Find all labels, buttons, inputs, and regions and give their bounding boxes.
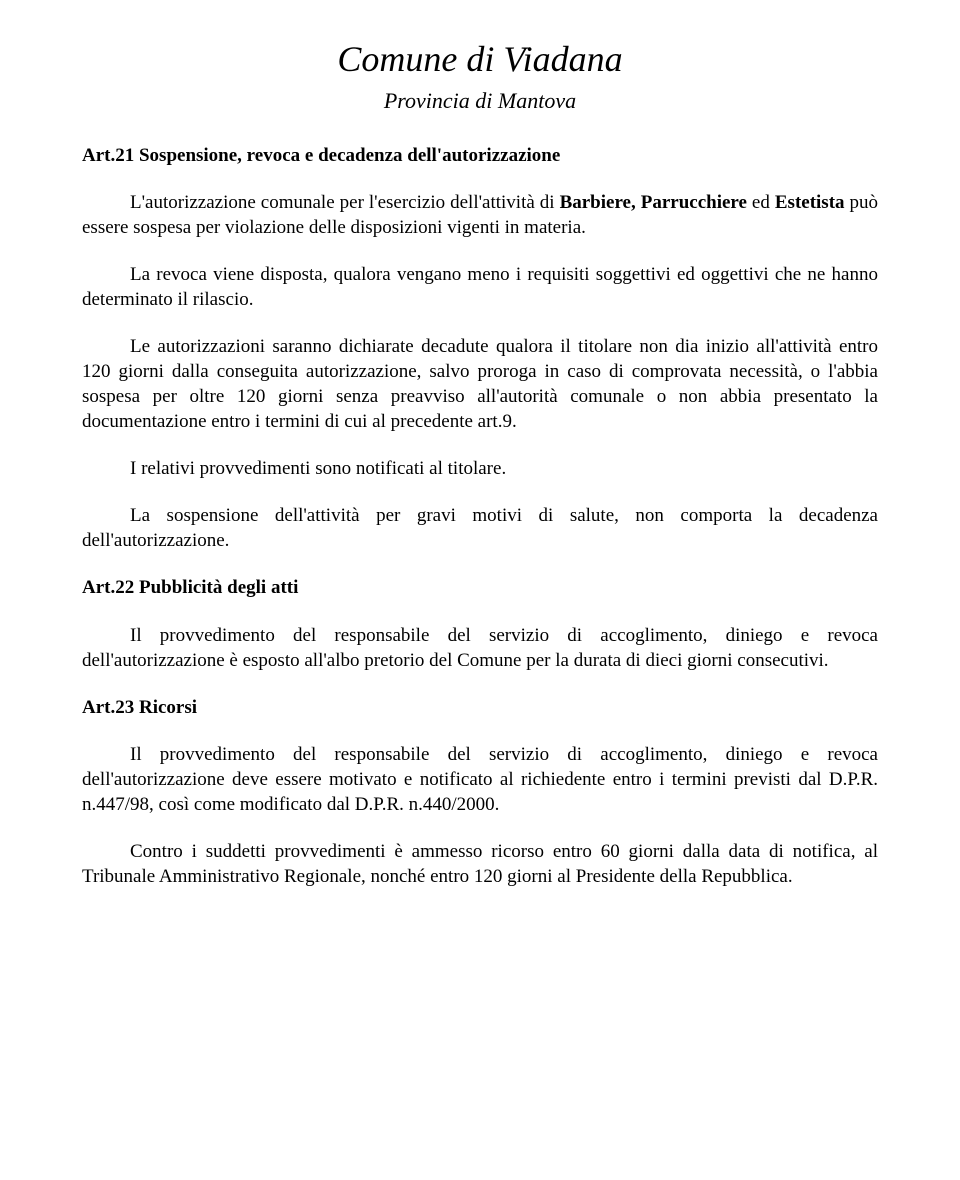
article-23: Art.23 Ricorsi Il provvedimento del resp… [82, 695, 878, 889]
article-21: Art.21 Sospensione, revoca e decadenza d… [82, 143, 878, 554]
bold-text: Estetista [775, 192, 845, 213]
text-span: ed [747, 192, 775, 213]
province-subtitle: Provincia di Mantova [82, 86, 878, 115]
article-heading: Art.23 Ricorsi [82, 695, 878, 720]
text-span: L'autorizzazione comunale per l'esercizi… [130, 192, 560, 213]
paragraph: Contro i suddetti provvedimenti è ammess… [82, 839, 878, 889]
paragraph: La sospensione dell'attività per gravi m… [82, 503, 878, 553]
article-22: Art.22 Pubblicità degli atti Il provvedi… [82, 575, 878, 672]
article-heading: Art.21 Sospensione, revoca e decadenza d… [82, 143, 878, 168]
paragraph: Il provvedimento del responsabile del se… [82, 623, 878, 673]
paragraph: Le autorizzazioni saranno dichiarate dec… [82, 334, 878, 434]
paragraph: I relativi provvedimenti sono notificati… [82, 456, 878, 481]
document-header: Comune di Viadana Provincia di Mantova [82, 36, 878, 115]
paragraph: Il provvedimento del responsabile del se… [82, 742, 878, 817]
paragraph: La revoca viene disposta, qualora vengan… [82, 262, 878, 312]
bold-text: Barbiere, Parrucchiere [560, 192, 747, 213]
paragraph: L'autorizzazione comunale per l'esercizi… [82, 190, 878, 240]
article-heading: Art.22 Pubblicità degli atti [82, 575, 878, 600]
municipality-title: Comune di Viadana [82, 36, 878, 84]
